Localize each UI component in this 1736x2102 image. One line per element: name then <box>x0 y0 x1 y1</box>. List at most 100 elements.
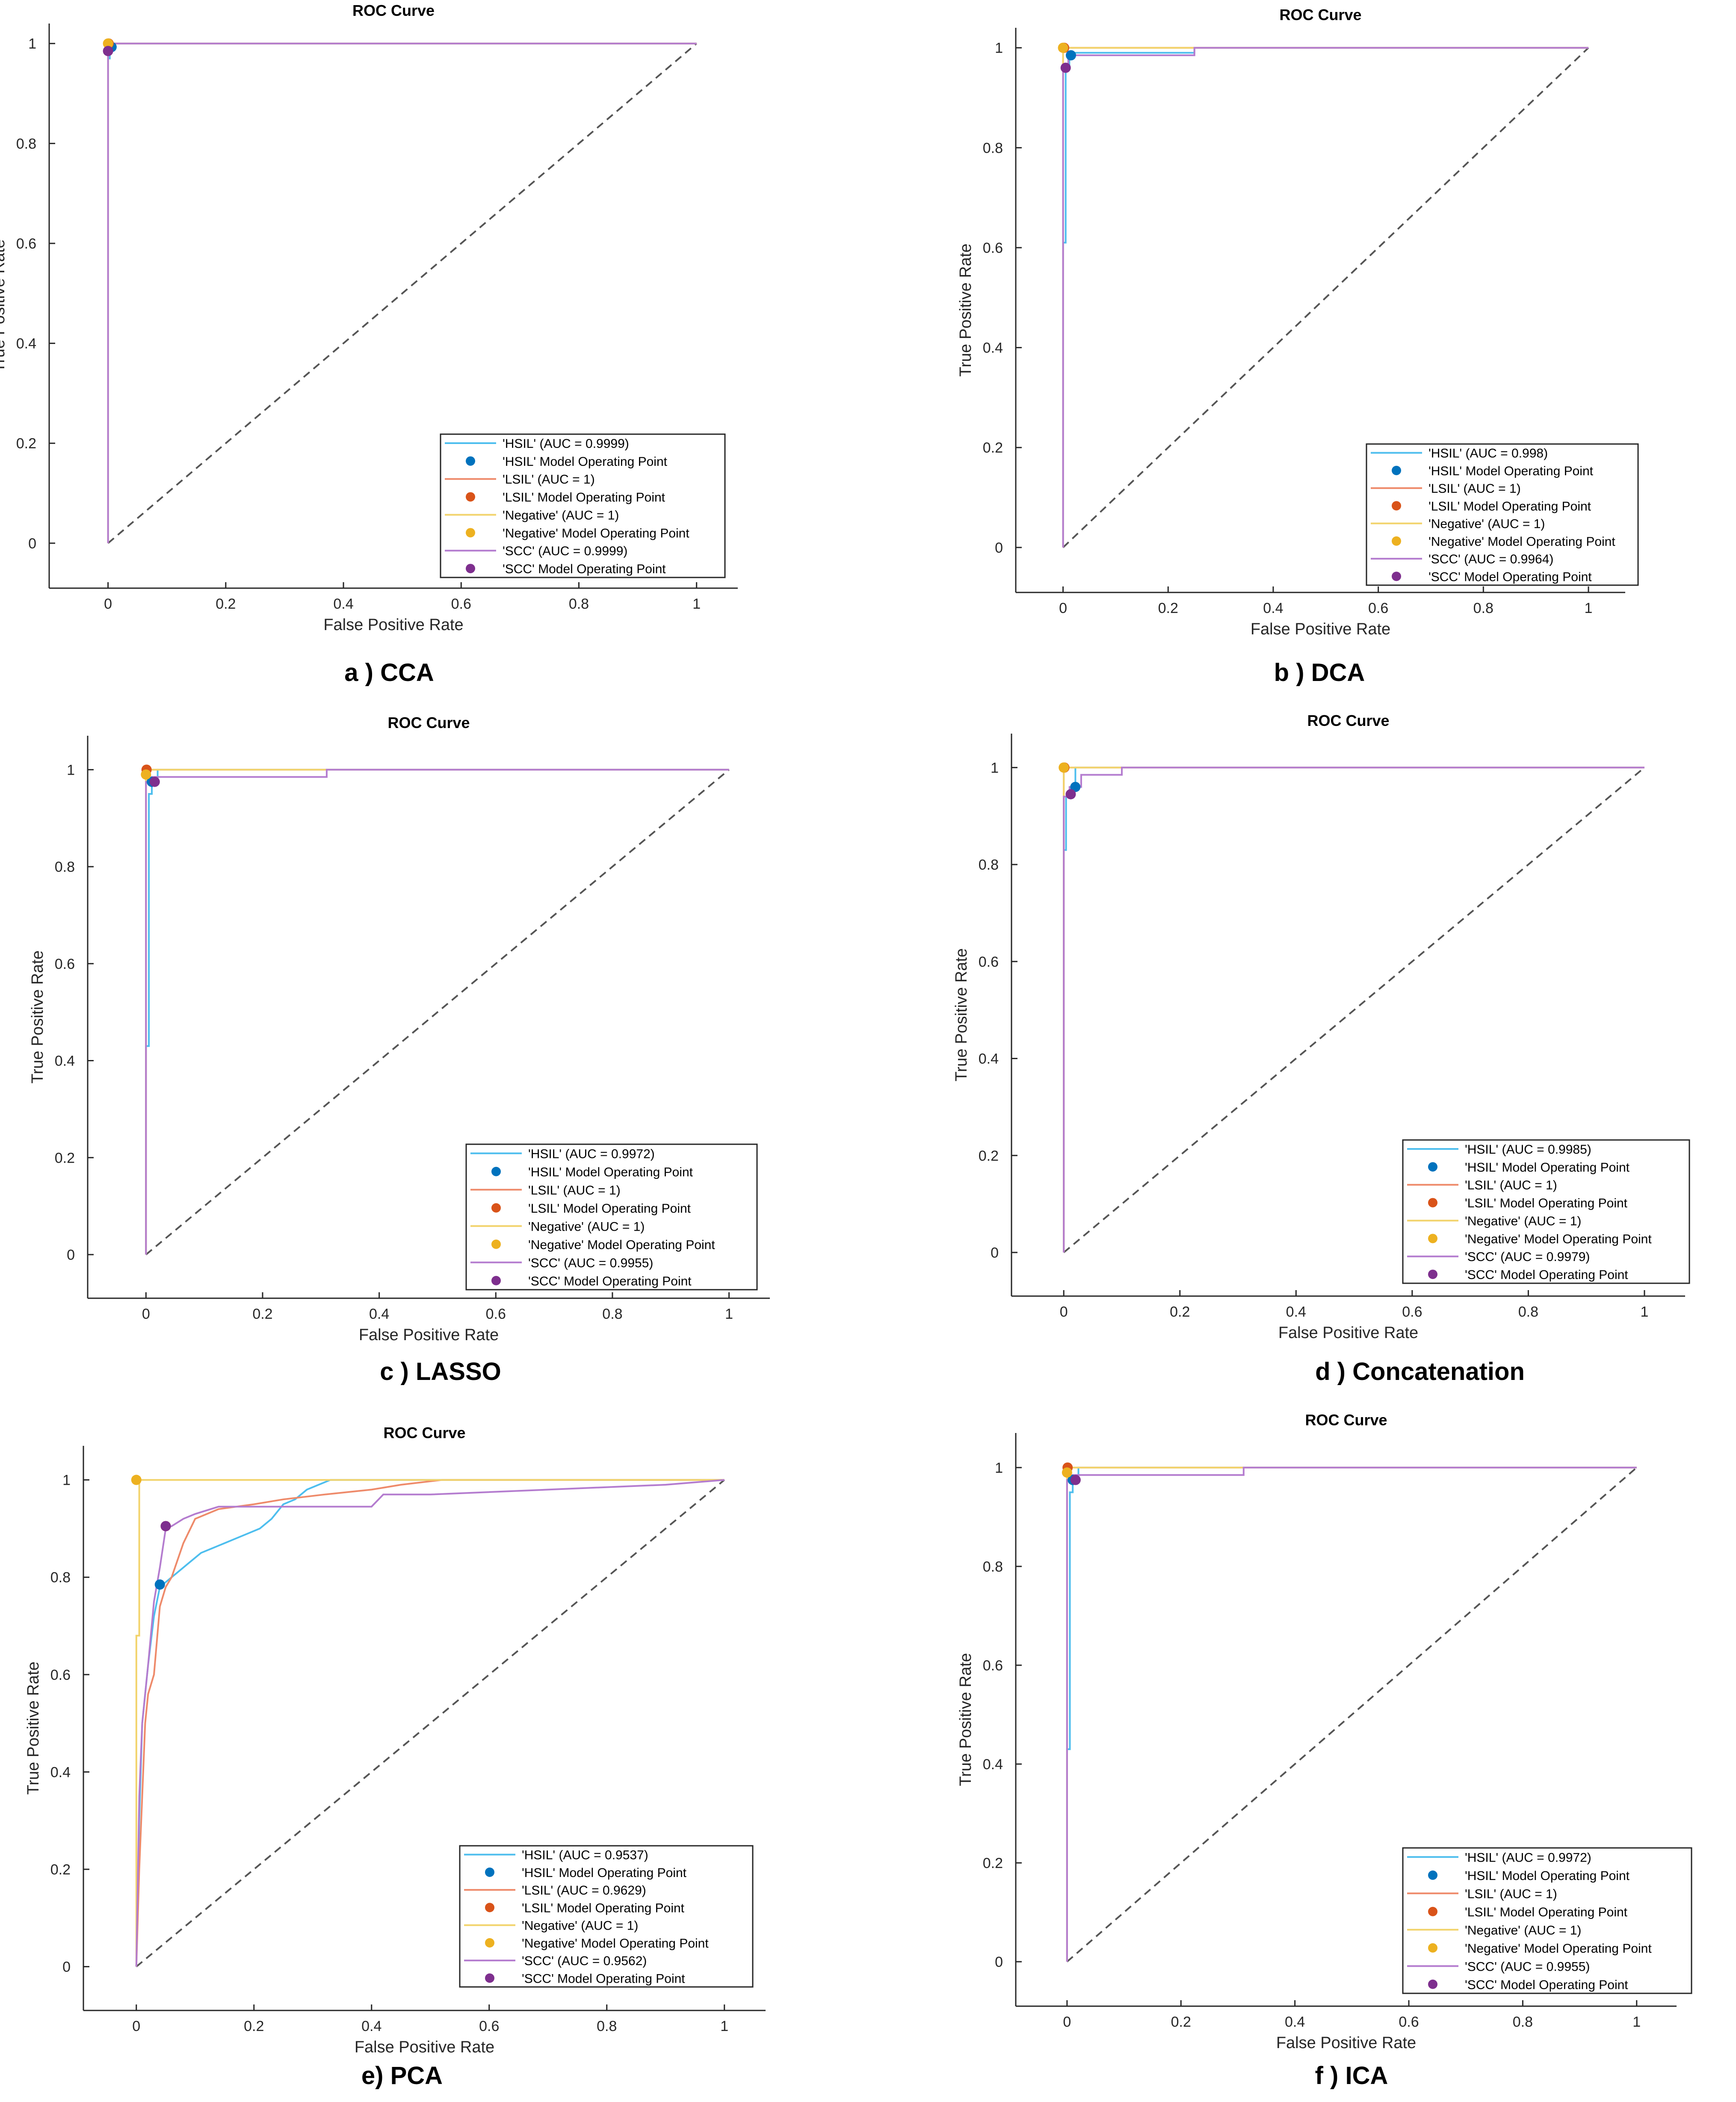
y-axis-label: True Positive Rate <box>0 239 8 372</box>
x-axis-label: False Positive Rate <box>1278 1324 1418 1342</box>
legend: 'HSIL' (AUC = 0.9999) 'HSIL' Model Operat… <box>440 433 726 578</box>
legend-entry: 'Negative' Model Operating Point <box>522 1936 709 1951</box>
x-axis-label: False Positive Rate <box>359 1326 499 1344</box>
roc-curve-hsil <box>145 769 729 1255</box>
legend-marker-swatch <box>1428 1234 1437 1243</box>
legend-entry: 'HSIL' Model Operating Point <box>1465 1161 1630 1175</box>
x-tick-label: 0.8 <box>569 596 589 612</box>
legend-entry: 'SCC' Model Operating Point <box>1428 570 1592 584</box>
legend-entry: 'SCC' (AUC = 0.9999) <box>503 544 627 558</box>
legend-entry: 'HSIL' (AUC = 0.998) <box>1428 447 1548 461</box>
legend-marker-swatch <box>485 1938 494 1948</box>
y-axis-label: True Positive Rate <box>957 243 975 376</box>
legend: 'HSIL' (AUC = 0.998) 'HSIL' Model Operati… <box>1366 443 1639 586</box>
y-axis-label: True Positive Rate <box>952 948 970 1081</box>
chart-title: ROC Curve <box>352 2 435 19</box>
chart-title: ROC Curve <box>1279 6 1361 24</box>
legend-entry: 'SCC' (AUC = 0.9955) <box>528 1256 653 1270</box>
x-tick-label: 0.4 <box>361 2018 382 2034</box>
x-tick-label: 0.2 <box>1171 2014 1191 2030</box>
legend-entry: 'LSIL' (AUC = 0.9629) <box>522 1883 646 1898</box>
legend-marker-swatch <box>1428 1870 1437 1880</box>
legend-entry: 'Negative' Model Operating Point <box>503 526 689 540</box>
operating-point-negative <box>1062 1467 1072 1478</box>
operating-point-hsil <box>154 1579 165 1590</box>
y-tick-label: 0 <box>28 536 36 552</box>
legend-entry: 'Negative' (AUC = 1) <box>522 1919 638 1933</box>
y-tick-label: 1 <box>995 1460 1003 1476</box>
legend-marker-swatch <box>491 1203 501 1213</box>
y-tick-label: 0.2 <box>983 440 1003 456</box>
x-tick-label: 0.2 <box>244 2018 264 2034</box>
x-tick-label: 0.8 <box>602 1306 622 1322</box>
legend-entry: 'HSIL' Model Operating Point <box>522 1866 687 1880</box>
chance-diagonal <box>107 43 697 544</box>
legend-entry: 'HSIL' (AUC = 0.9999) <box>503 437 629 451</box>
y-tick-label: 0 <box>62 1959 71 1975</box>
x-tick-label: 0 <box>1060 1304 1068 1320</box>
y-tick-label: 1 <box>62 1472 71 1489</box>
y-tick-label: 0.4 <box>983 1756 1003 1773</box>
y-tick-label: 1 <box>28 36 36 52</box>
legend-entry: 'SCC' Model Operating Point <box>522 1972 685 1986</box>
legend-marker-swatch <box>491 1239 501 1249</box>
x-tick-label: 0.4 <box>1286 1304 1306 1320</box>
legend-entry: 'HSIL' Model Operating Point <box>528 1165 693 1179</box>
chance-diagonal <box>1062 47 1589 548</box>
operating-point-negative <box>1058 42 1068 53</box>
legend-entry: 'Negative' (AUC = 1) <box>1465 1214 1581 1228</box>
legend: 'HSIL' (AUC = 0.9972) 'HSIL' Model Operat… <box>1402 1847 1692 1994</box>
y-tick-label: 1 <box>67 762 75 778</box>
operating-point-scc <box>103 46 113 56</box>
legend-marker-swatch <box>485 1867 494 1877</box>
x-tick-label: 1 <box>692 596 701 612</box>
x-tick-label: 0.4 <box>1285 2014 1305 2030</box>
x-axis-label: False Positive Rate <box>323 616 463 634</box>
legend-entry: 'LSIL' Model Operating Point <box>1428 499 1591 513</box>
legend-marker-swatch <box>485 1903 494 1913</box>
legend-marker-swatch <box>466 456 475 466</box>
caption-a: a ) CCA <box>344 659 434 687</box>
y-tick-label: 0.6 <box>983 240 1003 256</box>
legend-entry: 'HSIL' (AUC = 0.9985) <box>1465 1143 1591 1157</box>
legend-entry: 'LSIL' Model Operating Point <box>1465 1905 1628 1919</box>
y-axis-label: True Positive Rate <box>957 1653 975 1786</box>
roc-panel-c: 0 0.2 0.4 0.6 0.8 1 0 0.2 0.4 0.6 0.8 1 ROC Curve Fal… <box>29 714 770 1344</box>
y-tick-label: 0.6 <box>16 236 36 252</box>
x-axis-label: False Positive Rate <box>1251 620 1390 638</box>
legend-entry: 'Negative' Model Operating Point <box>528 1238 715 1252</box>
roc-curve-negative <box>135 1479 725 1967</box>
y-tick-label: 0.2 <box>16 435 36 452</box>
legend-entry: 'LSIL' (AUC = 1) <box>1465 1178 1557 1193</box>
x-tick-label: 0.4 <box>369 1306 389 1322</box>
legend-marker-swatch <box>1428 1979 1437 1989</box>
roc-panel-f: 0 0.2 0.4 0.6 0.8 1 0 0.2 0.4 0.6 0.8 1 ROC Curve Fal… <box>957 1411 1692 2052</box>
legend-entry: 'Negative' Model Operating Point <box>1428 535 1615 549</box>
roc-panel-d: 0 0.2 0.4 0.6 0.8 1 0 0.2 0.4 0.6 0.8 1 ROC Curve Fal… <box>952 712 1690 1342</box>
y-tick-label: 0.2 <box>50 1862 71 1878</box>
roc-panel-a: 0 0.2 0.4 0.6 0.8 1 0 0.2 0.4 0.6 0.8 1 ROC Curve Fal… <box>0 2 738 634</box>
x-axis-label: False Positive Rate <box>1276 2034 1416 2052</box>
legend-entry: 'SCC' Model Operating Point <box>503 562 666 576</box>
y-tick-label: 0.8 <box>979 857 999 873</box>
legend-entry: 'SCC' (AUC = 0.9979) <box>1465 1250 1590 1264</box>
x-tick-label: 0.6 <box>1368 600 1388 616</box>
x-tick-label: 0 <box>104 596 112 612</box>
legend-marker-swatch <box>466 492 475 502</box>
x-tick-label: 0.6 <box>479 2018 499 2034</box>
x-tick-label: 0.8 <box>597 2018 617 2034</box>
y-tick-label: 0.2 <box>983 1855 1003 1871</box>
y-tick-label: 0.6 <box>979 954 999 970</box>
chart-title: ROC Curve <box>387 714 470 731</box>
legend-marker-swatch <box>466 528 475 538</box>
legend-entry: 'LSIL' Model Operating Point <box>503 491 665 505</box>
caption-b: b ) DCA <box>1274 659 1365 687</box>
caption-c: c ) LASSO <box>380 1358 501 1386</box>
caption-f: f ) ICA <box>1315 2062 1388 2090</box>
legend-entry: 'SCC' (AUC = 0.9964) <box>1428 552 1553 566</box>
legend-entry: 'Negative' (AUC = 1) <box>1465 1923 1581 1937</box>
legend-entry: 'Negative' (AUC = 1) <box>1428 517 1545 531</box>
legend-entry: 'HSIL' Model Operating Point <box>1465 1869 1630 1883</box>
y-tick-label: 0.6 <box>983 1658 1003 1674</box>
legend-marker-swatch <box>1428 1943 1437 1953</box>
